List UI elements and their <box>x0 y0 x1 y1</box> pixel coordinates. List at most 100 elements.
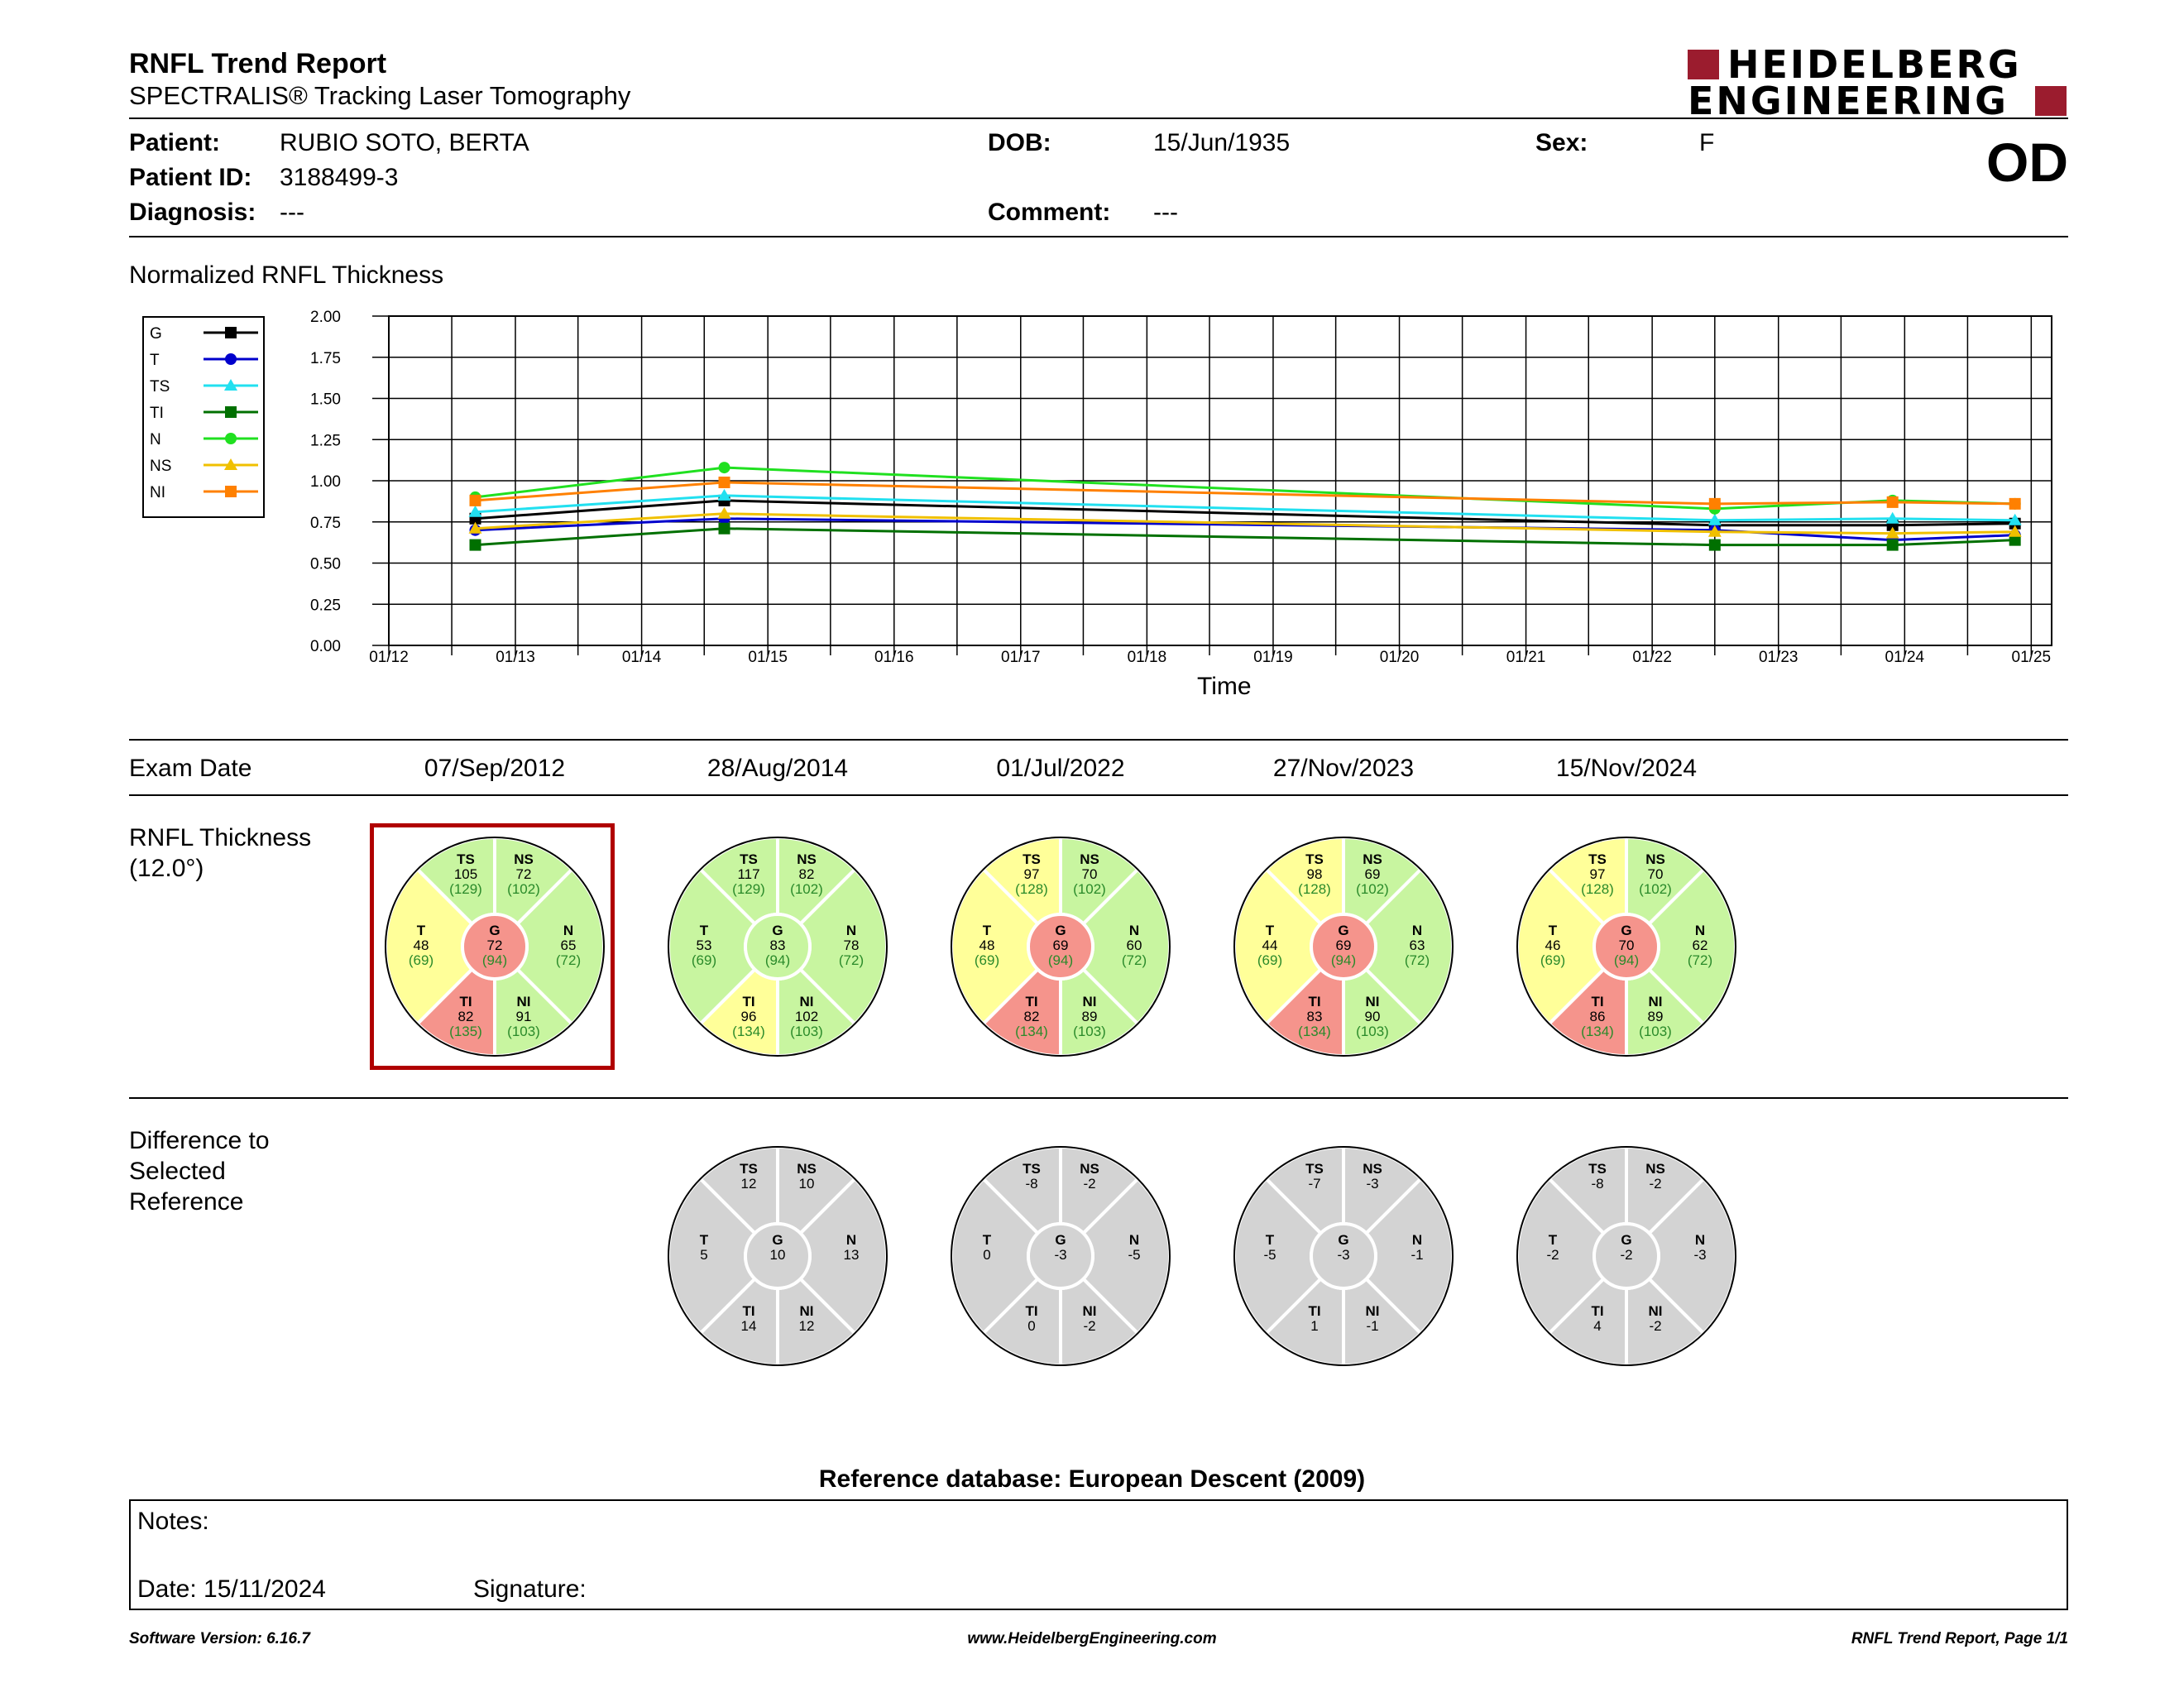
sector-value-ts: 105 <box>454 866 477 882</box>
circle-outline <box>1233 837 1454 1057</box>
sector-value-g: 10 <box>770 1247 786 1263</box>
sector-normal-g: (94) <box>1614 952 1639 968</box>
report-subtitle: SPECTRALIS® Tracking Laser Tomography <box>129 81 631 110</box>
sector-normal-ts: (128) <box>1298 881 1331 897</box>
sector-value-g: 69 <box>1336 938 1352 953</box>
sector-value-ni: 89 <box>1082 1009 1098 1024</box>
x-tick-label: 01/24 <box>1885 649 1925 666</box>
sector-name-t: T <box>983 923 992 938</box>
sector-value-t: 48 <box>414 938 429 953</box>
sector-name-g: G <box>1055 923 1066 938</box>
sector-normal-t: (69) <box>975 952 999 968</box>
thickness-row: TS105(129)NS72(102)T48(69)N65(72)TI82(13… <box>383 835 1738 1058</box>
sector-value-n: 62 <box>1693 938 1708 953</box>
data-point <box>1707 513 1722 525</box>
sector-value-ts: -8 <box>1025 1176 1037 1192</box>
sector-name-ni: NI <box>1366 994 1380 1009</box>
sector-name-ts: TS <box>1023 851 1041 867</box>
website-link[interactable]: www.HeidelbergEngineering.com <box>967 1630 1217 1647</box>
exam-date: 27/Nov/2023 <box>1272 755 1415 782</box>
diff-label-3: Reference <box>129 1188 244 1216</box>
legend-marker <box>225 406 237 418</box>
sector-value-g: 69 <box>1053 938 1069 953</box>
sector-value-g: 72 <box>487 938 503 953</box>
sector-value-ns: 72 <box>516 866 532 882</box>
legend-marker <box>225 353 237 365</box>
sector-value-ti: 83 <box>1307 1009 1323 1024</box>
sector-normal-ti: (134) <box>1015 1024 1048 1039</box>
diff-label-1: Difference to <box>129 1127 270 1154</box>
sector-normal-ns: (102) <box>1073 881 1106 897</box>
comment-label: Comment: <box>988 199 1111 226</box>
legend-entries: GT TS TI N NS NI <box>150 325 258 501</box>
sector-normal-g: (94) <box>1048 952 1073 968</box>
thickness-circle: TS97(128)NS70(102)T46(69)N62(72)TI86(134… <box>1515 835 1738 1058</box>
sector-value-n: 60 <box>1127 938 1142 953</box>
data-point <box>1707 525 1722 537</box>
legend-marker <box>224 379 237 391</box>
sector-value-g: -3 <box>1337 1247 1349 1263</box>
sector-name-ts: TS <box>1588 851 1607 867</box>
y-tick-label: 0.50 <box>310 556 341 573</box>
x-tick-label: 01/13 <box>496 649 535 666</box>
sector-value-ni: 102 <box>795 1009 818 1024</box>
sector-value-ti: 96 <box>741 1009 757 1024</box>
logo-square-icon <box>2035 86 2067 116</box>
x-tick-label: 01/19 <box>1253 649 1293 666</box>
y-tick-label: 0.25 <box>310 597 341 614</box>
circle-outline <box>1233 1146 1454 1366</box>
report-title: RNFL Trend Report <box>129 48 387 79</box>
sector-g <box>461 913 529 981</box>
sector-value-n: -1 <box>1410 1247 1423 1263</box>
sector-name-n: N <box>563 923 573 938</box>
data-point <box>1886 496 1899 508</box>
sector-value-g: -3 <box>1054 1247 1066 1263</box>
sector-normal-ns: (102) <box>1356 881 1389 897</box>
x-tick-label: 01/18 <box>1128 649 1167 666</box>
sector-normal-ns: (102) <box>790 881 823 897</box>
data-point <box>1885 511 1899 524</box>
sector-value-ti: 82 <box>458 1009 474 1024</box>
sector-g <box>744 913 812 981</box>
divider <box>129 739 2068 741</box>
notes-box: Notes: Date: 15/11/2024 Signature: <box>129 1499 2068 1610</box>
sector-g <box>744 1222 812 1290</box>
data-point <box>2009 497 2021 510</box>
sector-value-ns: -2 <box>1649 1176 1661 1192</box>
circle-outline <box>951 837 1171 1057</box>
x-tick-label: 01/17 <box>1001 649 1041 666</box>
sector-normal-ts: (129) <box>732 881 765 897</box>
page-number: RNFL Trend Report, Page 1/1 <box>1851 1630 2068 1647</box>
thickness-angle-label: (12.0°) <box>129 855 204 882</box>
data-point <box>2009 534 2021 546</box>
sector-normal-ts: (128) <box>1015 881 1048 897</box>
sector-normal-ni: (103) <box>1073 1024 1106 1039</box>
sector-value-n: -5 <box>1128 1247 1140 1263</box>
selected-reference-frame <box>370 823 615 1070</box>
sector-value-n: 78 <box>844 938 860 953</box>
sector-name-g: G <box>489 923 500 938</box>
sector-normal-t: (69) <box>409 952 433 968</box>
sector-value-ns: -3 <box>1366 1176 1378 1192</box>
thickness-circle: TS98(128)NS69(102)T44(69)N63(72)TI83(134… <box>1232 835 1455 1058</box>
exam-date: 07/Sep/2012 <box>424 755 566 782</box>
x-tick-label: 01/25 <box>2012 649 2052 666</box>
sector-g <box>1310 913 1377 981</box>
sector-value-ns: 70 <box>1082 866 1098 882</box>
data-point <box>717 506 731 519</box>
notes-date: Date: 15/11/2024 <box>137 1575 326 1603</box>
sector-name-ti: TI <box>1591 1303 1603 1319</box>
sector-name-ns: NS <box>514 851 534 867</box>
sector-name-g: G <box>1338 1232 1348 1248</box>
logo-square-icon <box>1688 50 1719 79</box>
sector-value-ti: 82 <box>1024 1009 1040 1024</box>
sector-value-g: 83 <box>770 938 786 953</box>
sector-normal-ns: (102) <box>1639 881 1672 897</box>
sector-normal-g: (94) <box>482 952 507 968</box>
sector-name-ti: TI <box>459 994 472 1009</box>
data-point <box>717 488 731 501</box>
dob-label: DOB: <box>988 129 1051 156</box>
eye-label: OD <box>1986 132 2068 193</box>
